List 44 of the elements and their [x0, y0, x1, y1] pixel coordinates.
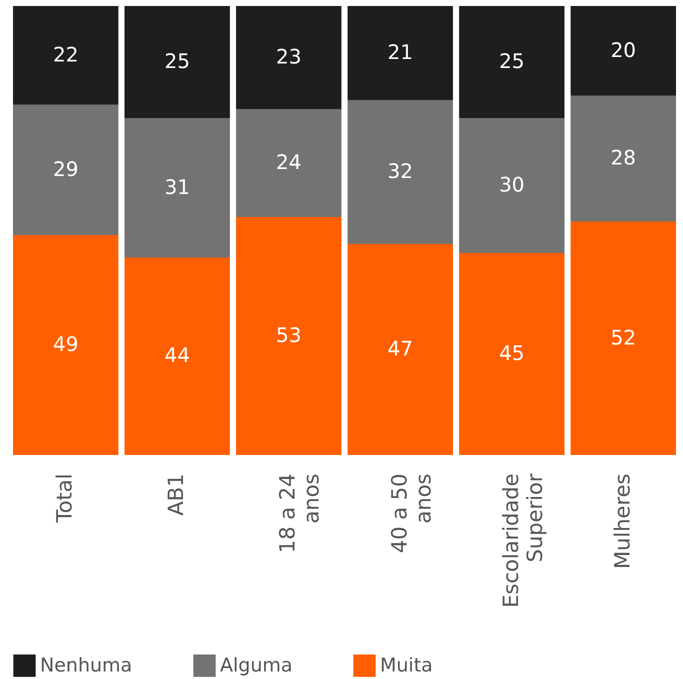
- bar: [348, 244, 453, 455]
- data-label: 47: [388, 336, 413, 360]
- data-label: 20: [610, 38, 636, 62]
- bar: [13, 6, 118, 105]
- x-tick-label: AB1: [164, 474, 188, 516]
- bar: [570, 222, 676, 455]
- data-label: 28: [610, 146, 636, 170]
- data-label: 30: [499, 172, 525, 197]
- bar: [124, 118, 230, 258]
- bar: [459, 118, 564, 253]
- bar: [13, 104, 118, 235]
- data-label: 23: [276, 44, 302, 69]
- data-label: 24: [276, 150, 302, 174]
- bar: [236, 6, 342, 110]
- legend-label: Nenhuma: [40, 654, 132, 677]
- data-label: 53: [276, 323, 302, 348]
- data-label: 31: [164, 174, 190, 199]
- bar: [236, 217, 342, 455]
- data-label: 32: [388, 159, 413, 184]
- data-label: 49: [52, 332, 78, 356]
- data-label: 25: [164, 49, 190, 74]
- bar: [459, 252, 564, 455]
- x-tick-label: 40 a 50 anos: [387, 474, 436, 554]
- bar: [459, 6, 564, 118]
- legend-label: Muita: [380, 654, 433, 677]
- data-label: 21: [388, 40, 413, 64]
- data-label: 22: [52, 42, 78, 66]
- data-label: 25: [499, 49, 525, 74]
- legend-label: Alguma: [220, 654, 293, 677]
- x-tick-label: 18 a 24 anos: [276, 474, 324, 554]
- bar: [570, 6, 676, 96]
- data-label: 52: [610, 325, 636, 350]
- data-label: 29: [52, 156, 78, 181]
- data-label: 45: [499, 340, 525, 365]
- x-tick-label: Mulheres: [610, 474, 634, 570]
- bar: [348, 6, 453, 100]
- bar: [124, 257, 230, 455]
- bar: [570, 96, 676, 222]
- bar: [124, 6, 230, 118]
- data-label: 44: [164, 343, 190, 368]
- bar: [236, 109, 342, 218]
- bar: [13, 234, 118, 455]
- x-tick-label: Total: [52, 474, 77, 524]
- bar: [348, 100, 453, 244]
